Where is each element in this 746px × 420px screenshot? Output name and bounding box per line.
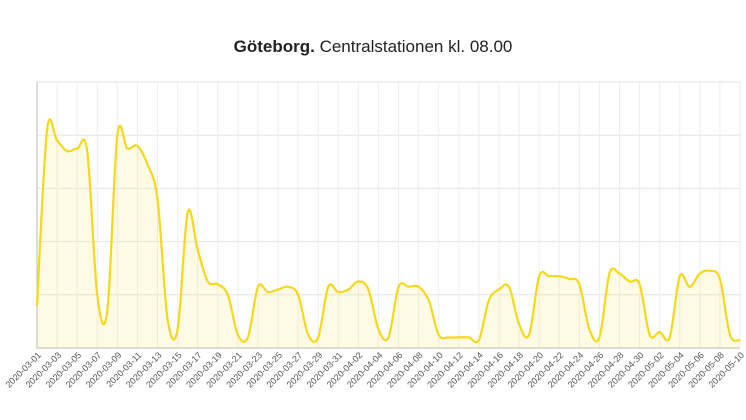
line	[35, 118, 741, 344]
title-bold: Göteborg.	[234, 37, 315, 56]
chart-title: Göteborg. Centralstationen kl. 08.00	[234, 37, 513, 56]
area	[37, 119, 740, 348]
title-rest: Centralstationen kl. 08.00	[320, 37, 513, 56]
